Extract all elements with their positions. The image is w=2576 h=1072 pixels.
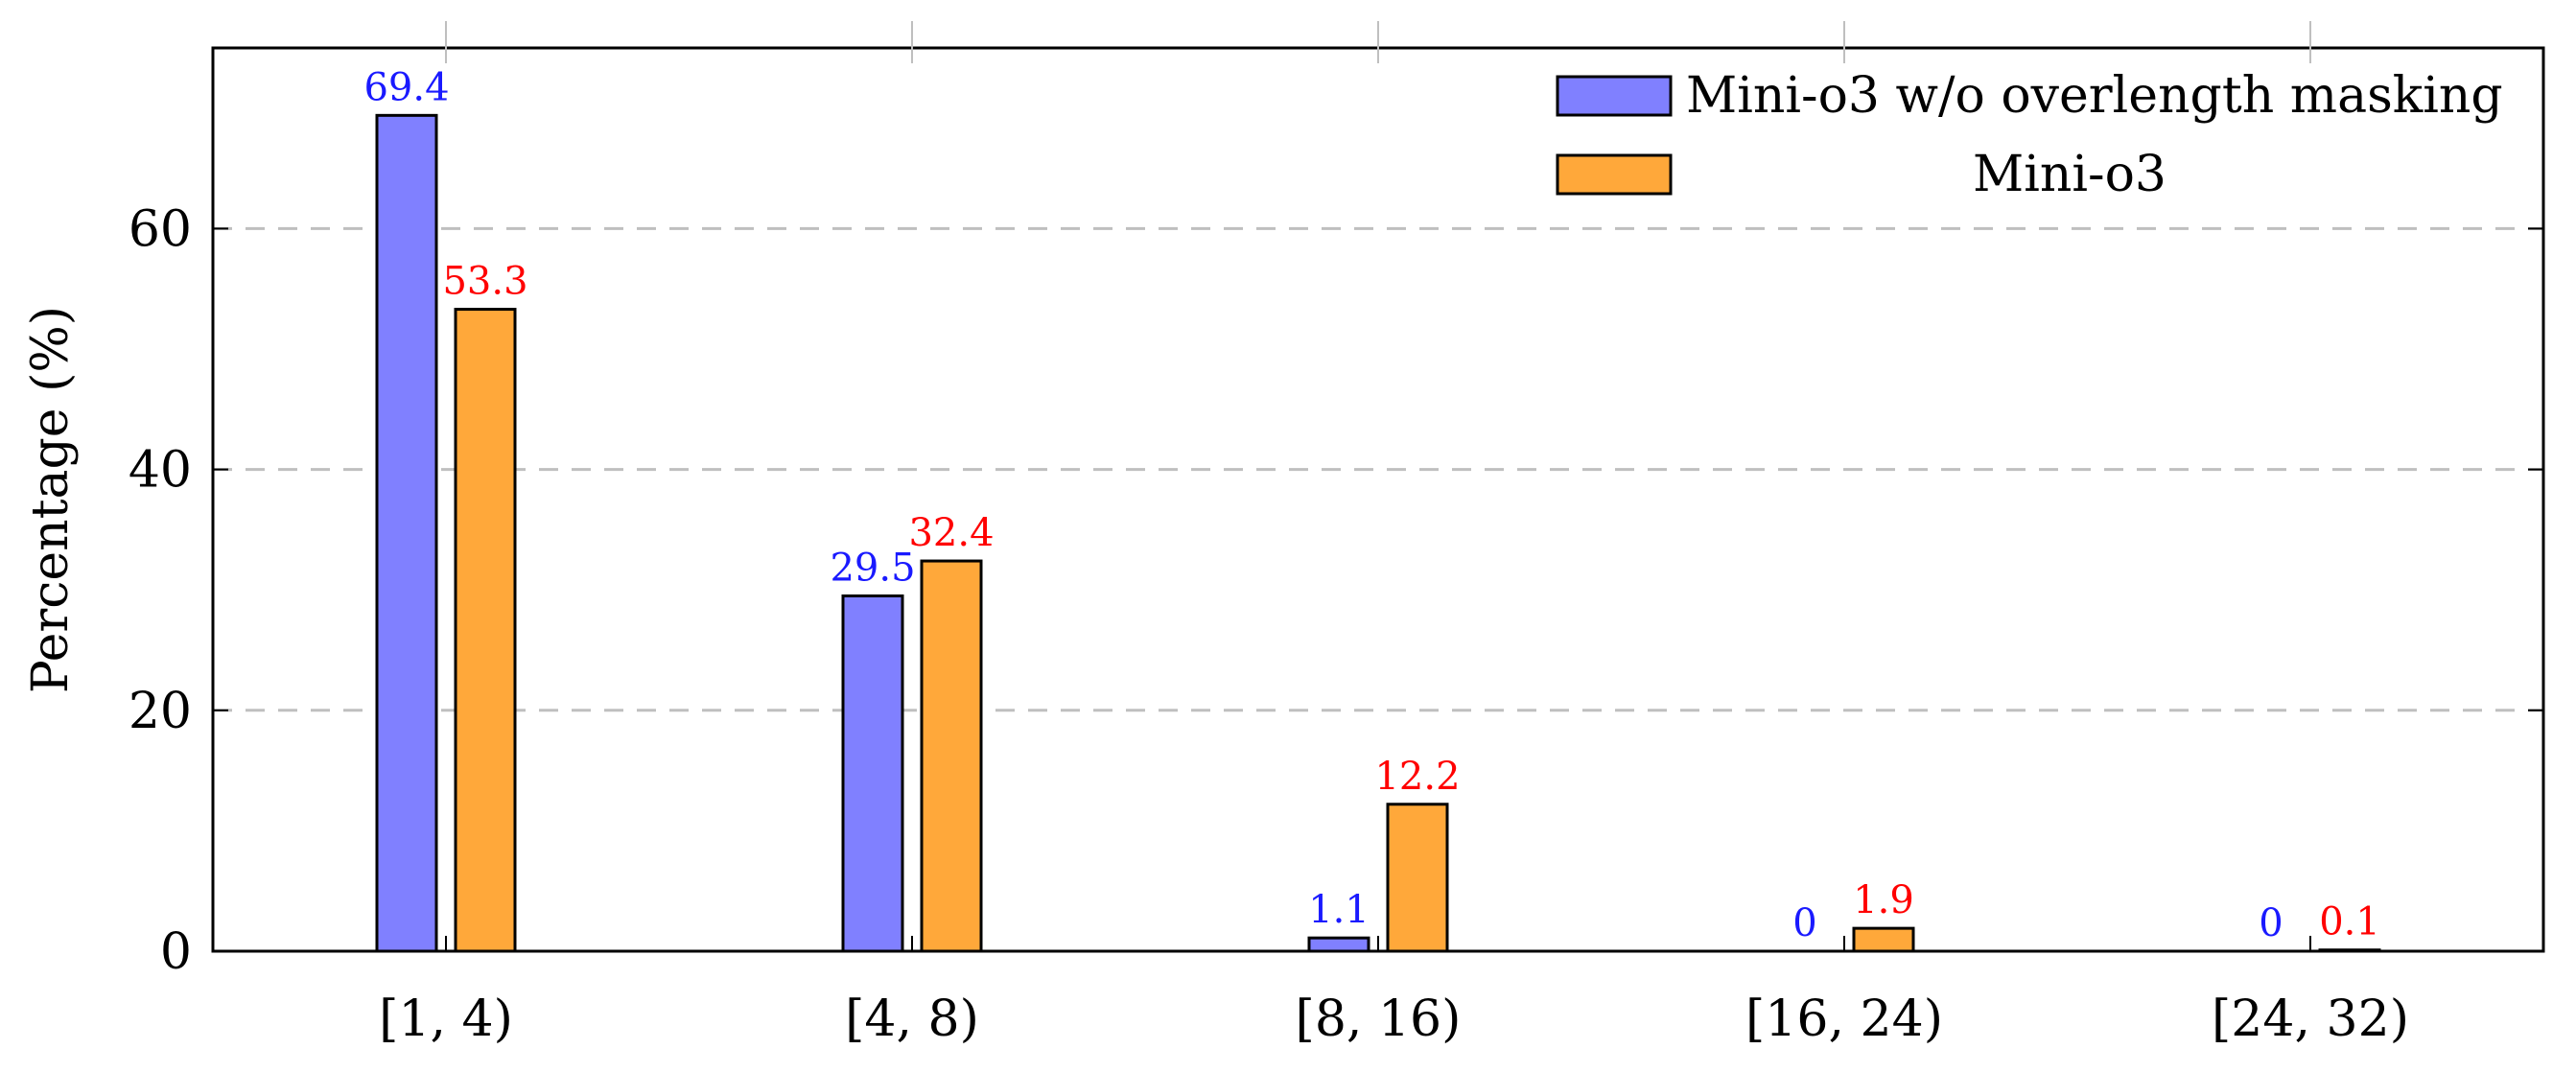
legend-swatch [1556,153,1673,196]
y-tick-label: 20 [129,683,192,740]
y-tick-label: 0 [160,923,192,981]
bar [1307,936,1370,953]
x-tick-label: [1, 4) [379,990,513,1048]
grid-lines [213,226,2543,712]
legend-label: Mini-o3 [1973,146,2166,203]
x-tick-label: [4, 8) [845,990,979,1048]
data-label: 12.2 [1374,755,1460,799]
data-label: 0.1 [2319,900,2380,944]
bar [1386,803,1449,953]
x-tick-label: [8, 16) [1296,990,1462,1048]
x-tick-label: [24, 32) [2212,990,2409,1048]
data-label: 0 [1792,901,1816,945]
bar [841,594,904,953]
bars [375,113,2381,953]
y-axis-title: Percentage (%) [22,306,80,693]
data-label: 69.4 [363,65,449,109]
legend: Mini-o3 w/o overlength masking Mini-o3 [1556,67,2503,203]
data-label: 1.1 [1308,888,1370,932]
data-label: 53.3 [442,260,527,304]
data-label: 29.5 [830,546,915,590]
legend-swatch [1556,75,1673,117]
bar [920,559,983,953]
y-tick-label: 60 [129,200,192,258]
axis-ticks: 0 20 40 60 [1, 4) [4, 8) [8, 16) [16, 24) [24, 3… [129,21,2543,1048]
bar [1852,926,1915,953]
bar [454,308,517,953]
legend-label: Mini-o3 w/o overlength masking [1686,67,2503,125]
data-label: 0 [2259,901,2283,945]
y-tick-label: 40 [129,442,192,500]
data-label: 1.9 [1853,878,1914,922]
x-tick-label: [16, 24) [1745,990,1943,1048]
data-label: 32.4 [908,511,994,555]
data-labels: 69.4 29.5 1.1 0 0 53.3 32.4 12.2 1.9 0.1 [363,65,2379,945]
plot-frame [211,46,2545,953]
bar [375,113,438,953]
